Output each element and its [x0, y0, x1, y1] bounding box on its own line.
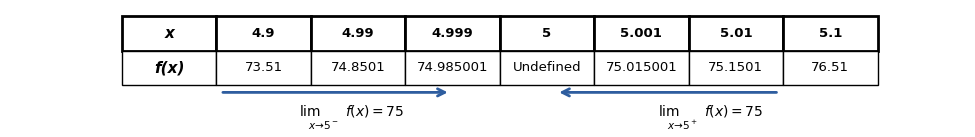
Text: $\lim$: $\lim$ — [658, 104, 681, 119]
Text: $f(x) = 75$: $f(x) = 75$ — [345, 103, 404, 119]
Text: $\lim$: $\lim$ — [299, 104, 322, 119]
Text: $x\!\to\!5^+$: $x\!\to\!5^+$ — [667, 119, 698, 132]
Text: $x\!\to\!5^-$: $x\!\to\!5^-$ — [308, 119, 339, 131]
Text: $f(x) = 75$: $f(x) = 75$ — [704, 103, 763, 119]
